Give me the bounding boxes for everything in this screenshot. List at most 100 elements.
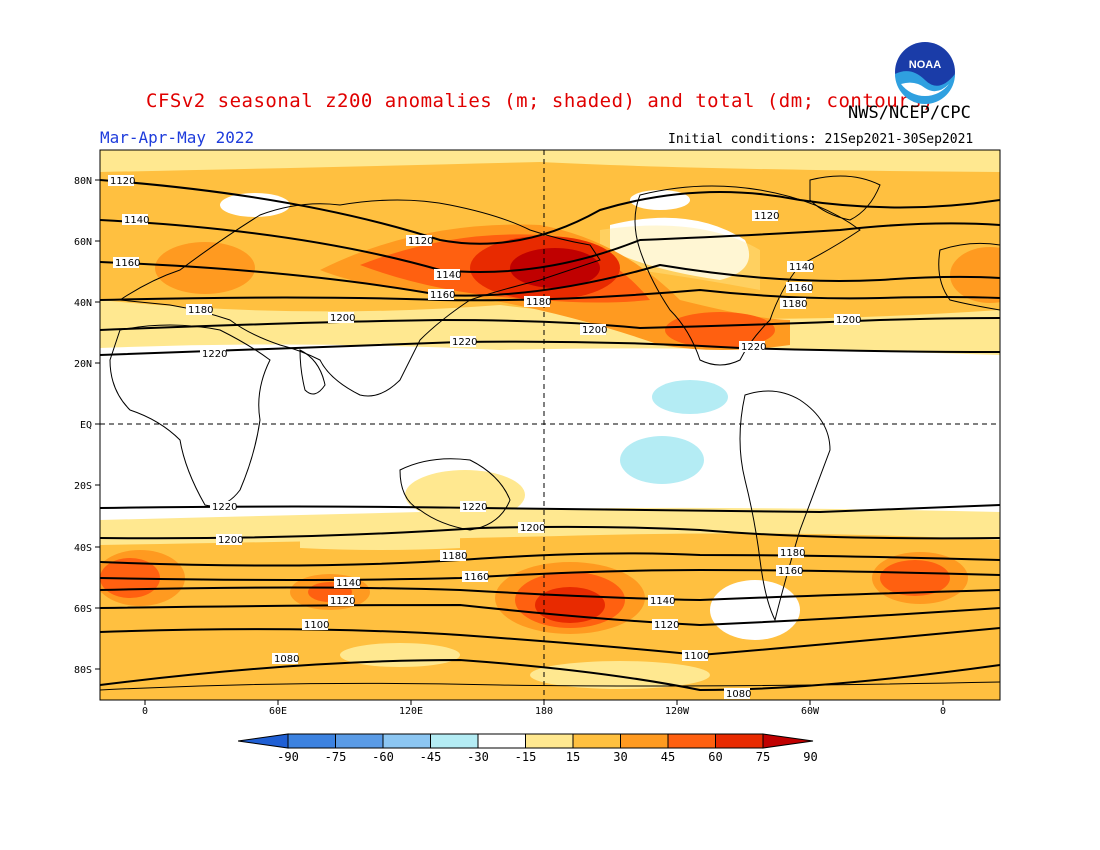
noaa-logo: NOAA — [895, 42, 955, 104]
lat-label: 20S — [74, 481, 92, 492]
lon-label: 120W — [665, 706, 690, 717]
contour-label: 1120 — [408, 236, 433, 247]
contour-label: 1180 — [526, 297, 551, 308]
colorbar-tick-label: 45 — [661, 750, 675, 764]
south-america-outline — [739, 390, 831, 622]
contour-label: 1200 — [218, 535, 243, 546]
contour-label: 1100 — [684, 651, 709, 662]
colorbar-swatch — [667, 733, 716, 749]
contour-label: 1180 — [188, 305, 213, 316]
contour-1160-north — [100, 261, 1000, 297]
season-label: Mar-Apr-May 2022 — [100, 128, 255, 147]
lat-label: 80N — [74, 176, 92, 187]
lat-label: 80S — [74, 665, 92, 676]
contour-1140-south — [100, 586, 1000, 602]
contour-1140-north — [100, 219, 1000, 273]
colorbar-swatch — [287, 733, 336, 749]
colorbar-tick-label: -60 — [372, 750, 394, 764]
map-title: CFSv2 seasonal z200 anomalies (m; shaded… — [146, 90, 934, 112]
lon-label: 60W — [801, 706, 820, 717]
longitude-ticks — [144, 700, 944, 705]
lon-label: 0 — [940, 706, 946, 717]
lon-label: 0 — [142, 706, 148, 717]
colorbar-tick-label: 90 — [803, 750, 817, 764]
contour-label: 1120 — [754, 211, 779, 222]
contour-1100-south — [100, 627, 1000, 657]
colorbar-swatch — [572, 733, 621, 749]
contour-label: 1220 — [212, 502, 237, 513]
colorbar-tick-label: -45 — [420, 750, 442, 764]
contour-label: 1160 — [430, 290, 455, 301]
contour-label: 1120 — [330, 596, 355, 607]
contour-label: 1180 — [782, 299, 807, 310]
colorbar-tick-label: -15 — [515, 750, 537, 764]
colorbar-swatch — [477, 733, 526, 749]
contour-label: 1160 — [115, 258, 140, 269]
contour-label: 1140 — [436, 270, 461, 281]
colorbar-swatch — [525, 733, 574, 749]
contour-1120-south — [100, 603, 1000, 627]
contour-1200-north — [100, 317, 1000, 331]
colorbar-arrow-left — [238, 733, 289, 749]
contour-1220-south — [100, 504, 1000, 514]
contour-1180-north — [100, 288, 1000, 302]
colorbar-ticks: -90 -75 -60 -45 -30 -15 15 30 45 60 75 90 — [277, 750, 818, 764]
north-america-outline — [634, 185, 861, 366]
contour-1160-south — [100, 568, 1000, 581]
contour-1080-south — [100, 658, 1000, 692]
colorbar-tick-label: -75 — [325, 750, 347, 764]
lon-label: 60E — [269, 706, 287, 717]
colorbar-tick-label: 75 — [756, 750, 770, 764]
contour-1220-north — [100, 340, 1000, 356]
contour-label: 1160 — [464, 572, 489, 583]
australia-outline — [399, 458, 511, 531]
contour-1180-south — [100, 552, 1000, 567]
colorbar-swatch — [430, 733, 479, 749]
longitude-axis: 0 60E 120E 180 120W 60W 0 — [142, 706, 946, 717]
lat-label: 60S — [74, 604, 92, 615]
contour-label: 1220 — [462, 502, 487, 513]
contour-label: 1100 — [304, 620, 329, 631]
lon-label: 180 — [535, 706, 553, 717]
contour-label: 1080 — [726, 689, 751, 700]
map-frame — [99, 149, 1001, 701]
lat-label: 60N — [74, 237, 92, 248]
contour-label: 1140 — [789, 262, 814, 273]
contour-label: 1160 — [788, 283, 813, 294]
africa-outline — [109, 324, 271, 507]
contour-label: 1080 — [274, 654, 299, 665]
contour-label: 1200 — [582, 325, 607, 336]
contour-label: 1120 — [654, 620, 679, 631]
contour-label: 1200 — [520, 523, 545, 534]
colorbar-tick-label: 30 — [613, 750, 627, 764]
colorbar-swatch — [620, 733, 669, 749]
contour-label: 1140 — [336, 578, 361, 589]
colorbar-swatch — [335, 733, 384, 749]
coastlines — [100, 175, 1000, 691]
colorbar-swatch — [382, 733, 431, 749]
contour-label: 1140 — [650, 596, 675, 607]
contour-label: 1220 — [452, 337, 477, 348]
lat-label: 40N — [74, 298, 92, 309]
latitude-ticks — [95, 179, 100, 670]
agency-label: NWS/NCEP/CPC — [848, 103, 971, 123]
colorbar-arrow-right — [762, 733, 814, 749]
contour-label: 1220 — [202, 349, 227, 360]
contour-label: 1200 — [836, 315, 861, 326]
contour-labels: 1120 1120 1120 1140 1140 1140 1160 1160 … — [108, 175, 861, 700]
colorbar-tick-label: 15 — [566, 750, 580, 764]
colorbar-swatches — [238, 733, 814, 749]
contours — [100, 179, 1000, 692]
colorbar-swatch — [715, 733, 764, 749]
contour-label: 1120 — [110, 176, 135, 187]
contour-1120-north — [100, 179, 1000, 245]
contour-1200-south — [100, 525, 1000, 540]
europe-east-outline — [938, 242, 1000, 311]
lon-label: 120E — [399, 706, 423, 717]
initial-conditions-label: Initial conditions: 21Sep2021-30Sep2021 — [668, 132, 974, 147]
contour-label: 1140 — [124, 215, 149, 226]
contour-label: 1180 — [442, 551, 467, 562]
india-outline — [299, 349, 326, 395]
latitude-axis: 80N 60N 40N 20N EQ 20S 40S 60S 80S — [74, 176, 92, 676]
